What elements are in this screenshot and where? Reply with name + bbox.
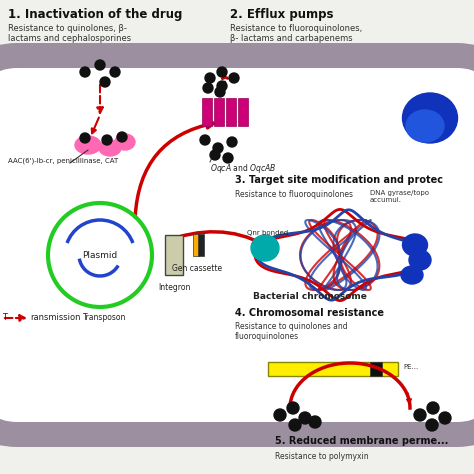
Ellipse shape (115, 134, 135, 150)
Text: Resistance to quinolones and
fluoroquinolones: Resistance to quinolones and fluoroquino… (235, 322, 347, 341)
Circle shape (210, 150, 220, 160)
Circle shape (427, 402, 439, 414)
Text: AAC(6')-Ib-cr, penicillinase, CAT: AAC(6')-Ib-cr, penicillinase, CAT (8, 158, 118, 164)
Bar (226, 98, 236, 126)
Circle shape (299, 412, 311, 424)
Text: 5. Reduced membrane perme...: 5. Reduced membrane perme... (275, 436, 448, 446)
Ellipse shape (251, 235, 279, 261)
Circle shape (100, 77, 110, 87)
Circle shape (274, 409, 286, 421)
Circle shape (217, 81, 227, 91)
Ellipse shape (406, 110, 444, 142)
Circle shape (414, 409, 426, 421)
Text: Bacterial chromosome: Bacterial chromosome (253, 292, 367, 301)
Circle shape (203, 83, 213, 93)
Ellipse shape (99, 140, 121, 156)
Text: 2. Efflux pumps: 2. Efflux pumps (230, 8, 334, 21)
Text: 4. Chromosomal resistance: 4. Chromosomal resistance (235, 308, 384, 318)
Circle shape (80, 67, 90, 77)
Text: PE...: PE... (403, 364, 418, 370)
Circle shape (229, 73, 239, 83)
Text: Integron: Integron (158, 283, 190, 292)
Bar (238, 98, 248, 126)
Ellipse shape (401, 266, 423, 284)
Text: $\it{OqcA}$ and $\it{OqcAB}$: $\it{OqcA}$ and $\it{OqcAB}$ (210, 162, 276, 175)
Circle shape (117, 132, 127, 142)
Text: 3. Target site modification and protec: 3. Target site modification and protec (235, 175, 443, 185)
Ellipse shape (402, 93, 457, 143)
Bar (165, 235, 183, 275)
Text: T: T (2, 313, 7, 322)
Ellipse shape (409, 250, 431, 270)
Text: Transposon: Transposon (83, 313, 127, 322)
Circle shape (439, 412, 451, 424)
Circle shape (426, 419, 438, 431)
Text: Plasmid: Plasmid (82, 250, 118, 259)
Bar (193, 234, 199, 256)
Circle shape (217, 67, 227, 77)
Circle shape (95, 60, 105, 70)
Circle shape (223, 153, 233, 163)
Text: ransmission: ransmission (30, 313, 81, 322)
Circle shape (102, 135, 112, 145)
Circle shape (110, 67, 120, 77)
Bar (268, 362, 398, 376)
Text: Resistance to quinolones, β-
lactams and cephalosporines: Resistance to quinolones, β- lactams and… (8, 24, 131, 44)
Bar (202, 98, 212, 126)
Circle shape (80, 133, 90, 143)
Bar (214, 98, 224, 126)
Ellipse shape (402, 234, 428, 256)
Circle shape (213, 143, 223, 153)
Text: DNA gyrase/topo
accumul.: DNA gyrase/topo accumul. (370, 190, 429, 203)
Circle shape (289, 419, 301, 431)
Text: Qnr bonded: Qnr bonded (247, 230, 289, 236)
Text: Resistance to fluoroquinolones,
β- lactams and carbapenems: Resistance to fluoroquinolones, β- lacta… (230, 24, 362, 44)
Circle shape (205, 73, 215, 83)
Bar (198, 234, 204, 256)
Ellipse shape (75, 136, 101, 154)
Circle shape (227, 137, 237, 147)
Text: 1. Inactivation of the drug: 1. Inactivation of the drug (8, 8, 182, 21)
Circle shape (215, 87, 225, 97)
FancyBboxPatch shape (0, 55, 474, 435)
Circle shape (287, 402, 299, 414)
Text: Resistance to polymyxin: Resistance to polymyxin (275, 452, 369, 461)
Circle shape (200, 135, 210, 145)
Bar (370, 362, 382, 376)
Circle shape (309, 416, 321, 428)
Text: Gen cassette: Gen cassette (172, 264, 222, 273)
Text: Resistance to fluoroquinolones: Resistance to fluoroquinolones (235, 190, 353, 199)
